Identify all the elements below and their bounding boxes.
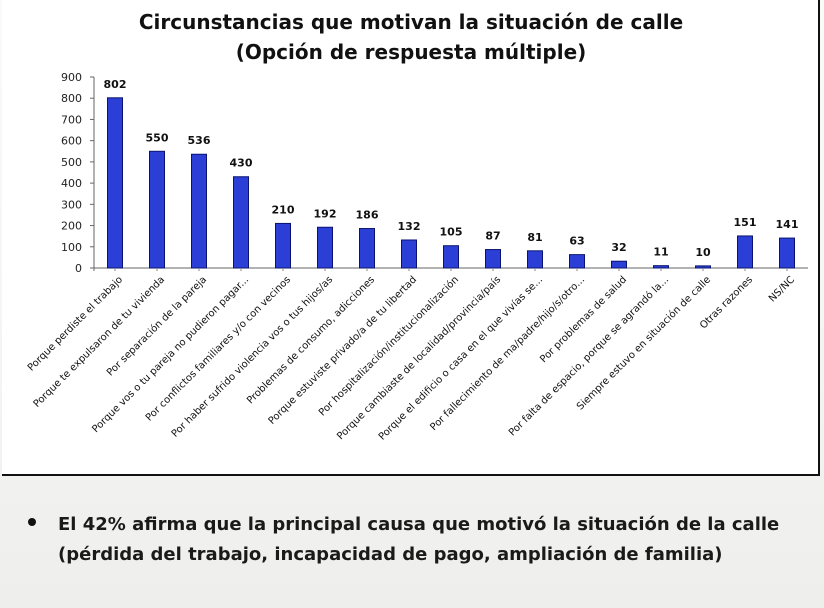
data-label: 81: [527, 231, 542, 244]
bar: [401, 239, 417, 269]
y-tick-label: 800: [61, 92, 82, 105]
x-tick-label: Porque estuviste privado/a de tu liberta…: [267, 274, 419, 426]
x-tick-label: Por hospitalización/institucionalización: [316, 274, 461, 419]
x-tick-label: Por problemas de salud: [538, 274, 629, 365]
bar: [653, 265, 669, 269]
x-tick-label: Por fallecimiento de ma/padre/hijo/s/otr…: [428, 274, 587, 433]
bar: [149, 150, 165, 269]
x-tick-label: NS/NC: [767, 274, 797, 304]
bar: [695, 265, 711, 269]
y-tick-label: 100: [61, 241, 82, 254]
y-tick-label: 500: [61, 156, 82, 169]
x-tick-label: Por haber sufrido violencia vos o tus hi…: [170, 274, 335, 439]
data-label: 141: [776, 218, 799, 231]
data-label: 802: [104, 78, 127, 91]
y-tick-label: 700: [61, 113, 82, 126]
bar: [191, 153, 207, 269]
bullet-dot-icon: [28, 518, 36, 526]
y-tick-label: 900: [61, 71, 82, 84]
data-label: 32: [611, 241, 626, 254]
y-tick-label: 400: [61, 177, 82, 190]
bullet-text: El 42% afirma que la principal causa que…: [58, 514, 780, 565]
y-tick-label: 200: [61, 220, 82, 233]
bar: [611, 260, 627, 269]
x-tick-label: Por conflictos familiares y/o con vecino…: [144, 274, 293, 423]
data-label: 186: [356, 209, 379, 222]
y-tick-label: 600: [61, 135, 82, 148]
chart-subtitle: (Opción de respuesta múltiple): [235, 40, 587, 64]
data-label: 10: [695, 246, 711, 259]
data-label: 550: [146, 131, 169, 144]
bar: [485, 249, 501, 269]
bar: [779, 237, 795, 269]
data-label: 11: [653, 246, 668, 259]
bar: [317, 226, 333, 269]
data-label: 536: [188, 134, 211, 147]
bar: [107, 97, 123, 269]
bar: [443, 245, 459, 269]
y-tick-label: 0: [75, 262, 82, 275]
data-label: 192: [314, 207, 337, 220]
data-label: 132: [398, 220, 421, 233]
bar: [233, 176, 249, 269]
x-tick-label: Por falta de espacio, porque se agrandó …: [506, 274, 671, 439]
bar: [275, 222, 291, 269]
data-label: 105: [440, 226, 463, 239]
bar: [359, 228, 375, 269]
bar: [737, 235, 753, 269]
data-label: 430: [230, 157, 253, 170]
bar: [569, 254, 585, 269]
bar: [527, 250, 543, 269]
chart-title: Circunstancias que motivan la situación …: [138, 10, 684, 34]
data-label: 63: [569, 235, 584, 248]
chart-panel: Circunstancias que motivan la situación …: [2, 0, 820, 476]
x-tick-label: Porque vos o tu pareja no pudieron pagar…: [90, 274, 251, 435]
data-label: 210: [272, 203, 295, 216]
data-label: 151: [734, 216, 757, 229]
y-tick-label: 300: [61, 198, 82, 211]
data-label: 87: [485, 230, 500, 243]
